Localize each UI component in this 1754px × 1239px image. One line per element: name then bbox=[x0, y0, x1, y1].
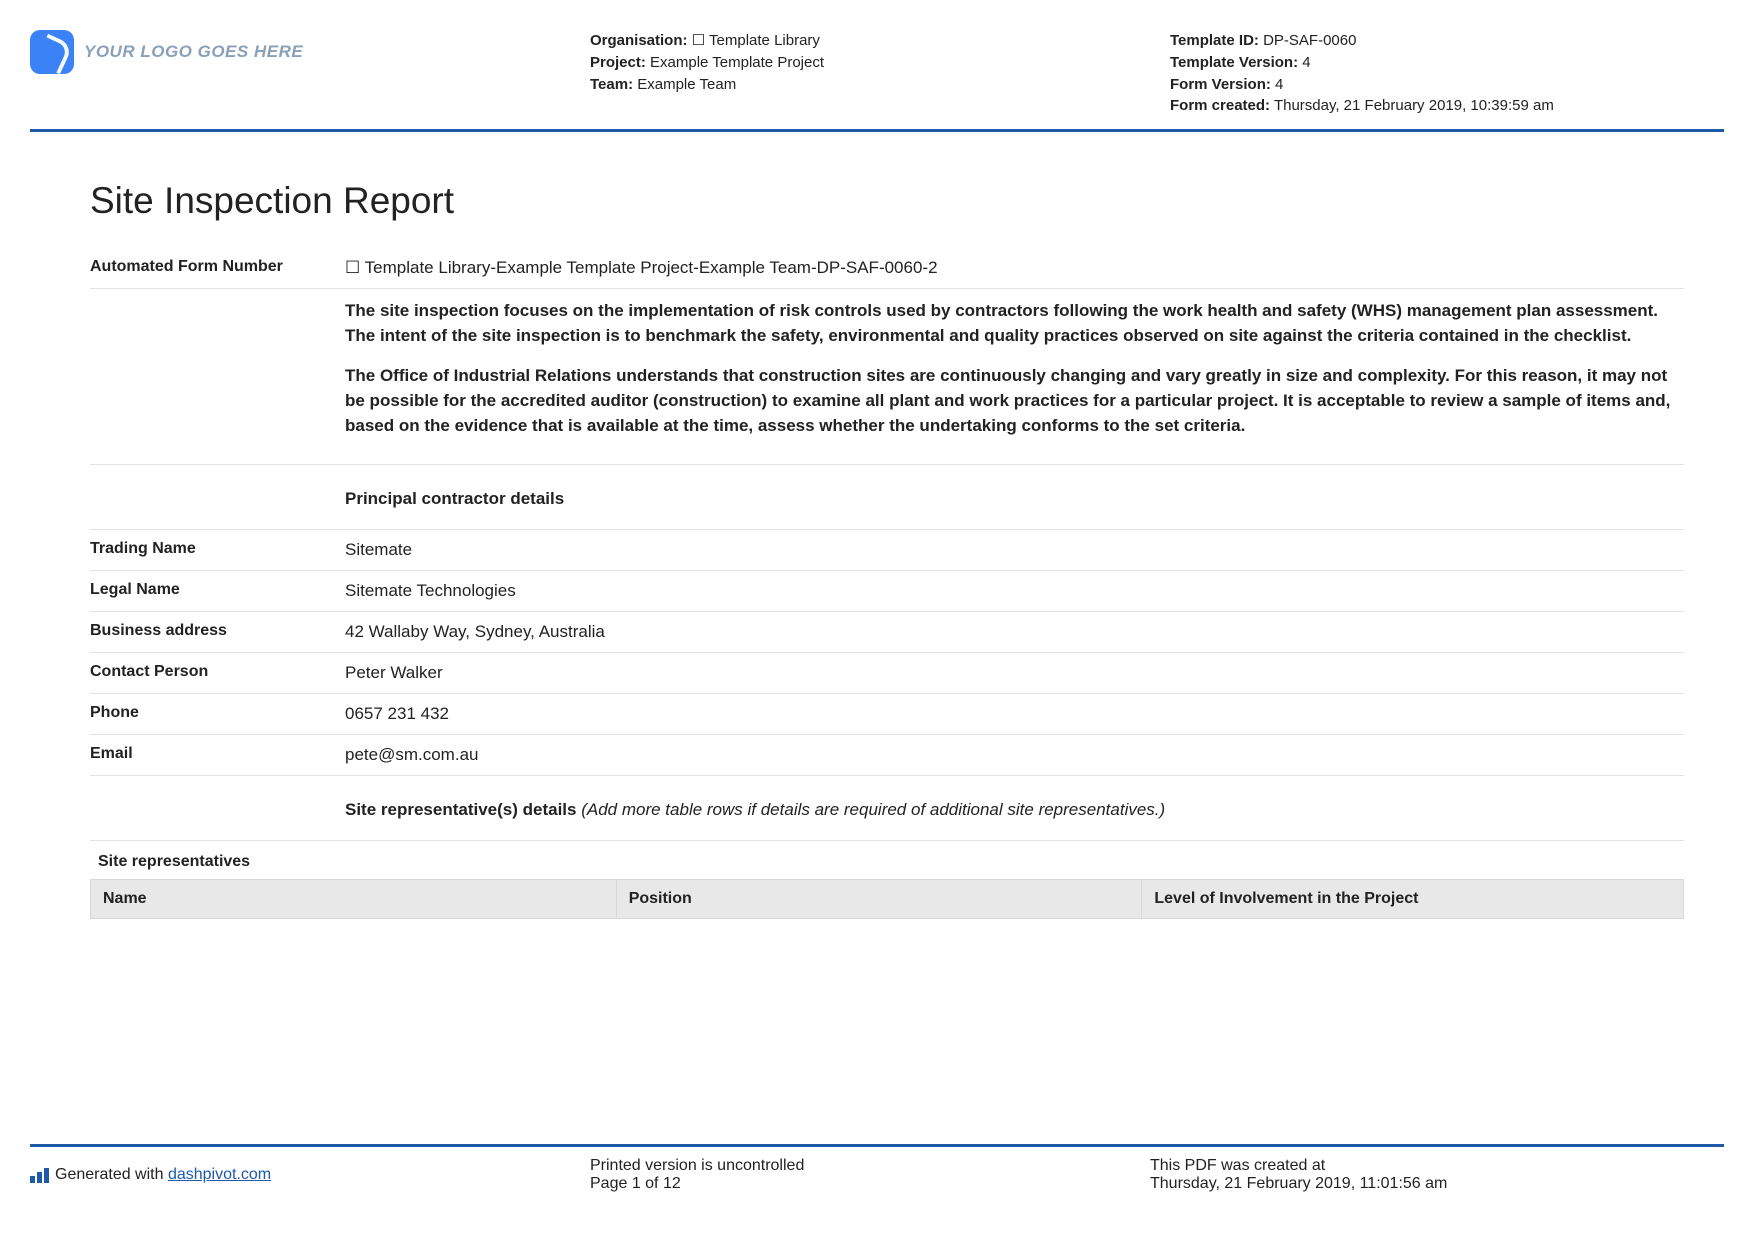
contact-label: Contact Person bbox=[90, 663, 345, 681]
address-row: Business address 42 Wallaby Way, Sydney,… bbox=[90, 612, 1684, 653]
col-name: Name bbox=[91, 880, 617, 919]
footer-right: This PDF was created at Thursday, 21 Feb… bbox=[1150, 1157, 1724, 1193]
document-content: Site Inspection Report Automated Form Nu… bbox=[30, 132, 1724, 919]
form-created-value: Thursday, 21 February 2019, 10:39:59 am bbox=[1274, 97, 1554, 114]
logo-placeholder-text: YOUR LOGO GOES HERE bbox=[84, 42, 303, 62]
form-version-label: Form Version: bbox=[1170, 76, 1271, 93]
team-value: Example Team bbox=[637, 76, 736, 93]
dashpivot-link[interactable]: dashpivot.com bbox=[168, 1166, 271, 1183]
page-number: Page 1 of 12 bbox=[590, 1175, 1150, 1193]
pdf-created-label: This PDF was created at bbox=[1150, 1157, 1724, 1175]
site-rep-subhead: Site representatives bbox=[90, 841, 1684, 879]
table-header-row: Name Position Level of Involvement in th… bbox=[91, 880, 1684, 919]
site-rep-heading-row: Site representative(s) details (Add more… bbox=[90, 776, 1684, 841]
footer-generated: Generated with dashpivot.com bbox=[30, 1157, 590, 1193]
contact-value: Peter Walker bbox=[345, 663, 1684, 683]
address-label: Business address bbox=[90, 622, 345, 640]
org-value: ☐ Template Library bbox=[692, 32, 820, 49]
template-id-label: Template ID: bbox=[1170, 32, 1259, 49]
intro-row: The site inspection focuses on the imple… bbox=[90, 289, 1684, 465]
printed-uncontrolled: Printed version is uncontrolled bbox=[590, 1157, 1150, 1175]
logo-block: YOUR LOGO GOES HERE bbox=[30, 30, 570, 74]
email-label: Email bbox=[90, 745, 345, 763]
document-header: YOUR LOGO GOES HERE Organisation: ☐ Temp… bbox=[30, 30, 1724, 129]
site-rep-heading-text: Site representative(s) details bbox=[345, 800, 581, 819]
address-value: 42 Wallaby Way, Sydney, Australia bbox=[345, 622, 1684, 642]
trading-name-label: Trading Name bbox=[90, 540, 345, 558]
legal-name-value: Sitemate Technologies bbox=[345, 581, 1684, 601]
chart-bars-icon bbox=[30, 1167, 49, 1183]
intro-text: The site inspection focuses on the imple… bbox=[345, 299, 1684, 454]
legal-name-row: Legal Name Sitemate Technologies bbox=[90, 571, 1684, 612]
project-value: Example Template Project bbox=[650, 54, 824, 71]
legal-name-label: Legal Name bbox=[90, 581, 345, 599]
org-label: Organisation: bbox=[590, 32, 688, 49]
site-rep-hint: (Add more table rows if details are requ… bbox=[581, 800, 1165, 819]
template-version-label: Template Version: bbox=[1170, 54, 1298, 71]
trading-name-row: Trading Name Sitemate bbox=[90, 530, 1684, 571]
project-label: Project: bbox=[590, 54, 646, 71]
pdf-created-value: Thursday, 21 February 2019, 11:01:56 am bbox=[1150, 1175, 1724, 1193]
footer-center: Printed version is uncontrolled Page 1 o… bbox=[590, 1157, 1150, 1193]
col-involvement: Level of Involvement in the Project bbox=[1142, 880, 1684, 919]
phone-row: Phone 0657 231 432 bbox=[90, 694, 1684, 735]
form-created-label: Form created: bbox=[1170, 97, 1270, 114]
generated-prefix: Generated with bbox=[55, 1166, 168, 1183]
site-rep-heading: Site representative(s) details (Add more… bbox=[345, 786, 1684, 830]
site-rep-table: Name Position Level of Involvement in th… bbox=[90, 879, 1684, 919]
team-label: Team: bbox=[590, 76, 633, 93]
logo-icon bbox=[30, 30, 74, 74]
trading-name-value: Sitemate bbox=[345, 540, 1684, 560]
header-meta-right: Template ID: DP-SAF-0060 Template Versio… bbox=[1170, 30, 1724, 117]
document-footer: Generated with dashpivot.com Printed ver… bbox=[30, 1144, 1724, 1193]
form-number-value: ☐ Template Library-Example Template Proj… bbox=[345, 258, 1684, 278]
col-position: Position bbox=[616, 880, 1142, 919]
email-row: Email pete@sm.com.au bbox=[90, 735, 1684, 776]
header-meta-left: Organisation: ☐ Template Library Project… bbox=[590, 30, 1150, 95]
intro-paragraph-1: The site inspection focuses on the imple… bbox=[345, 299, 1684, 348]
form-number-label: Automated Form Number bbox=[90, 258, 345, 276]
email-value: pete@sm.com.au bbox=[345, 745, 1684, 765]
contractor-heading-row: Principal contractor details bbox=[90, 465, 1684, 530]
form-number-row: Automated Form Number ☐ Template Library… bbox=[90, 248, 1684, 289]
intro-paragraph-2: The Office of Industrial Relations under… bbox=[345, 364, 1684, 438]
phone-value: 0657 231 432 bbox=[345, 704, 1684, 724]
form-version-value: 4 bbox=[1275, 76, 1283, 93]
page-title: Site Inspection Report bbox=[90, 180, 1684, 222]
contractor-heading: Principal contractor details bbox=[345, 475, 1684, 519]
phone-label: Phone bbox=[90, 704, 345, 722]
contact-row: Contact Person Peter Walker bbox=[90, 653, 1684, 694]
template-version-value: 4 bbox=[1302, 54, 1310, 71]
template-id-value: DP-SAF-0060 bbox=[1263, 32, 1356, 49]
